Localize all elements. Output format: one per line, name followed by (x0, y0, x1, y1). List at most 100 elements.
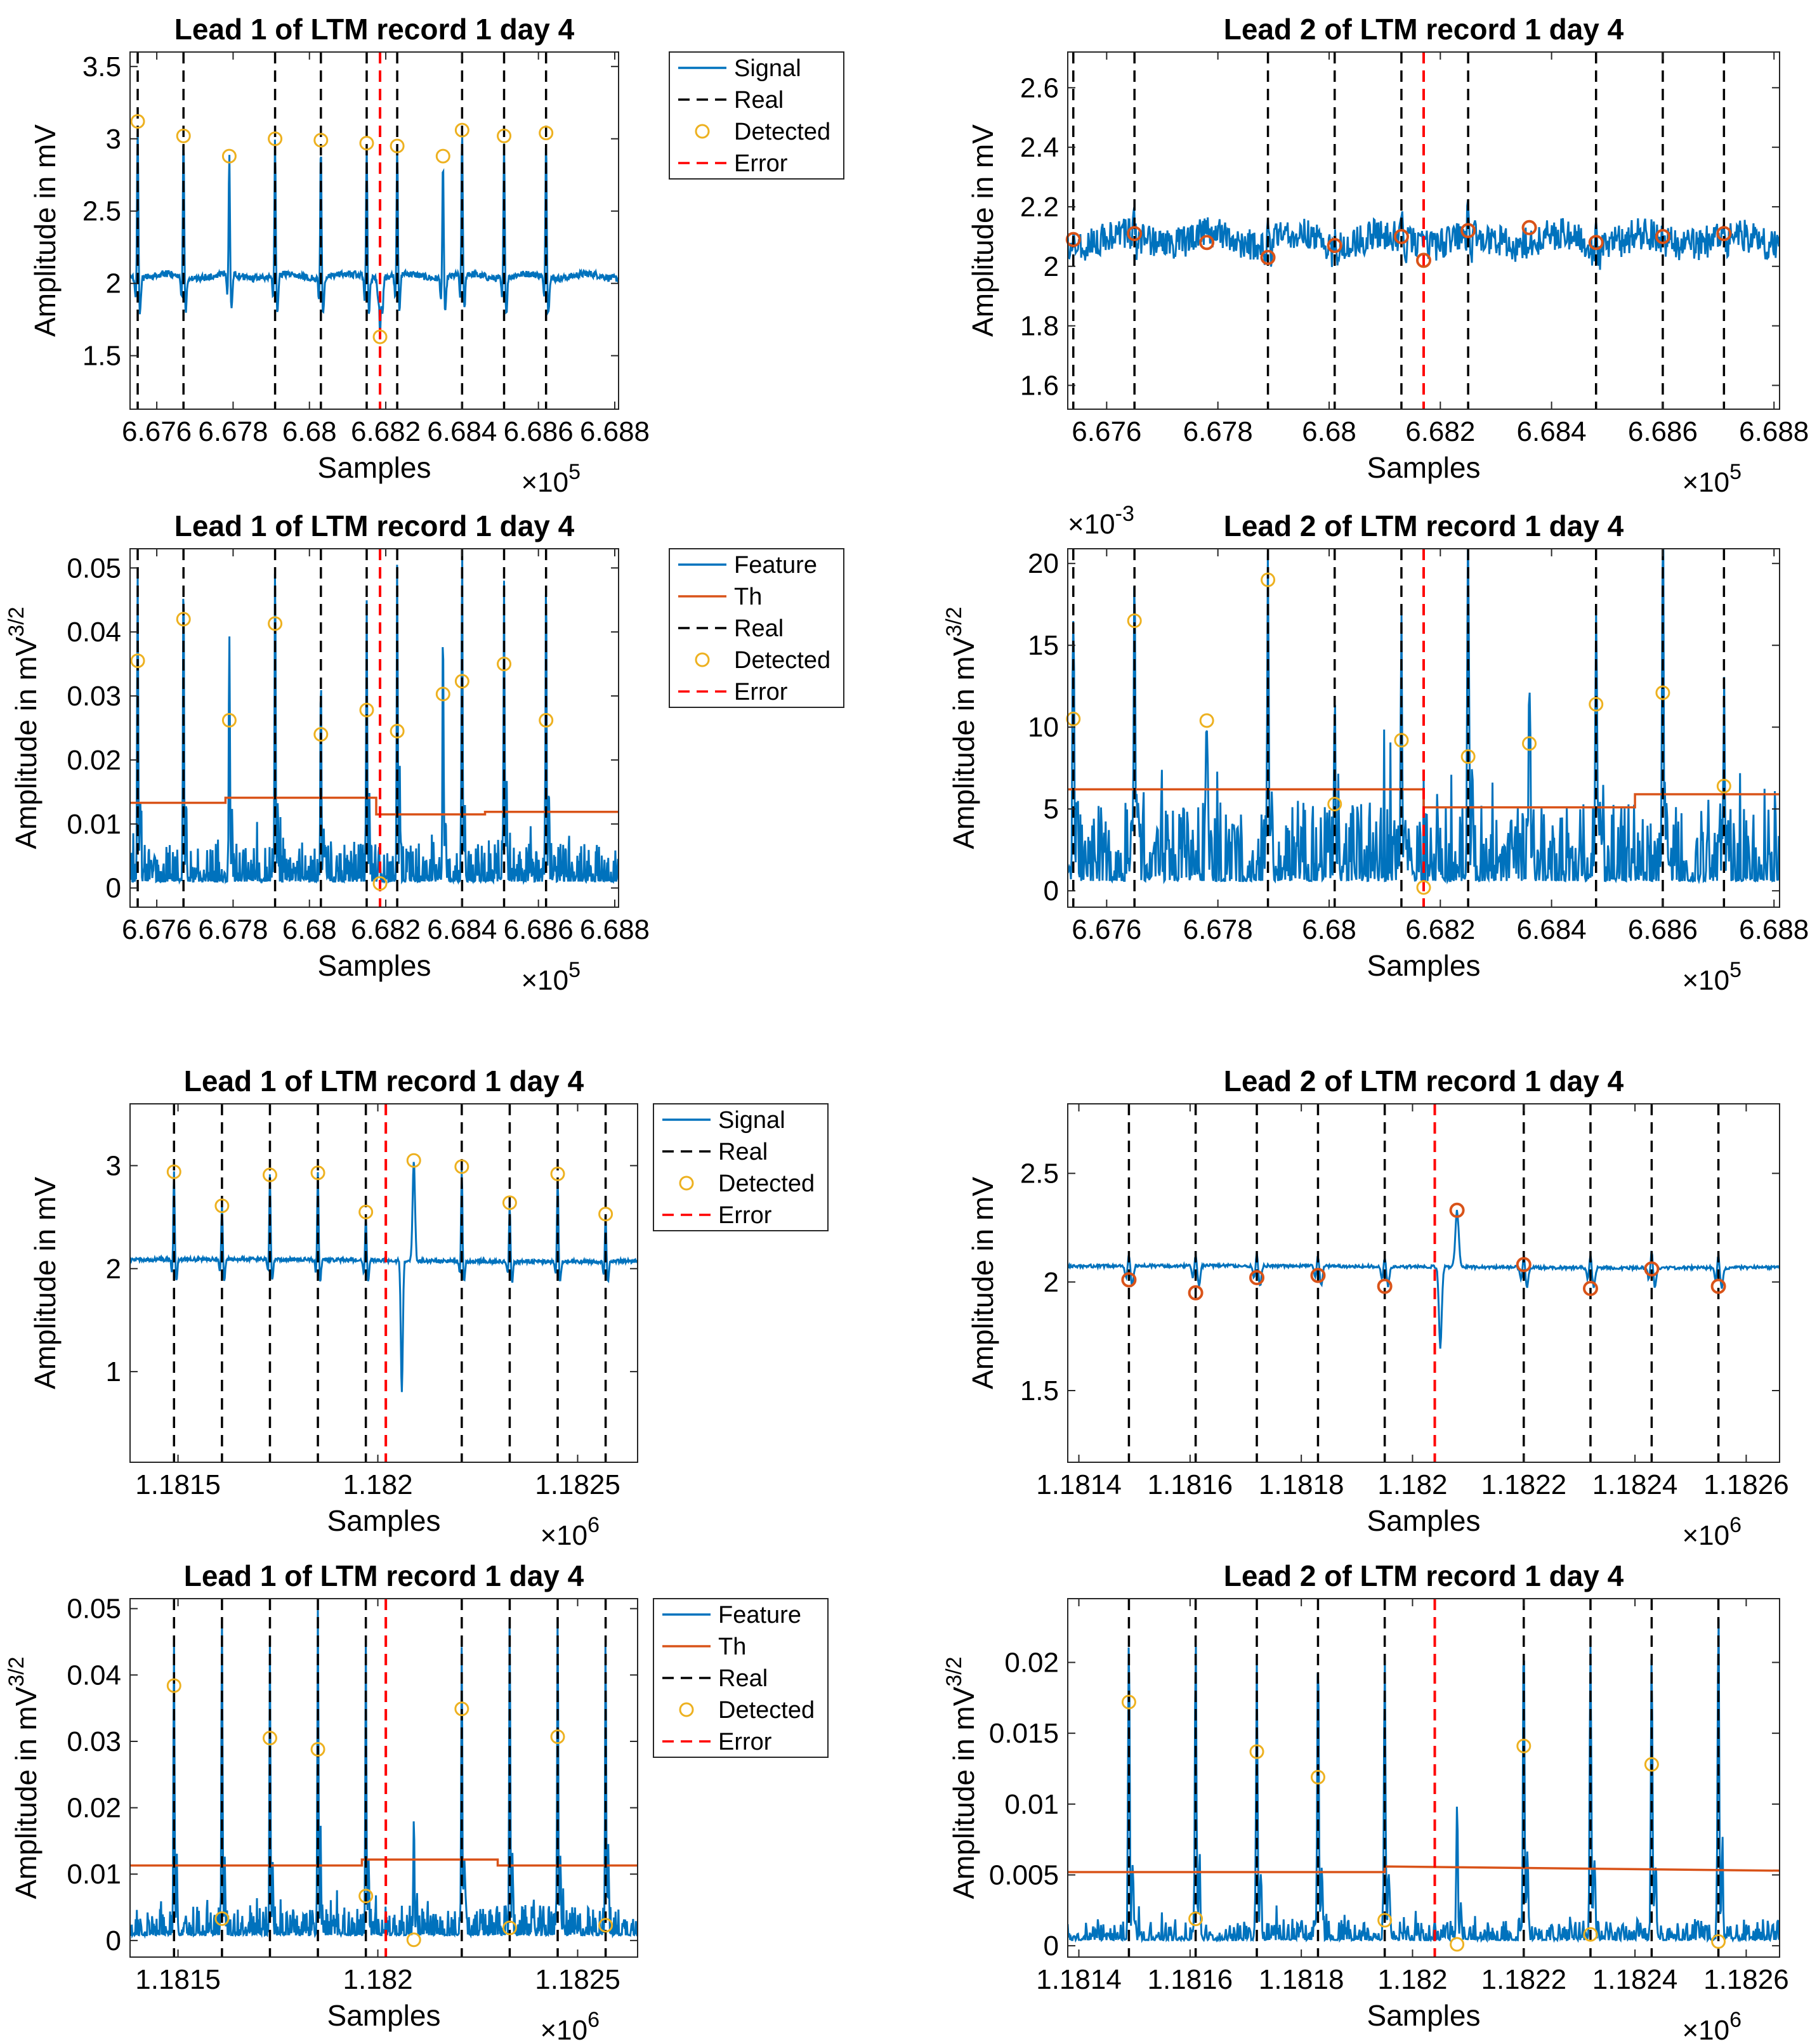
legend-marker-detected (695, 124, 710, 139)
y-axis-label-text: Amplitude in mV (29, 124, 62, 337)
x-exponent-base: ×10 (521, 467, 568, 498)
plot-content (1068, 1599, 1780, 1957)
detected-marker (166, 1678, 181, 1693)
detected-marker (1522, 736, 1537, 751)
x-tick-label: 1.1816 (1148, 1964, 1233, 1995)
detected-marker (268, 131, 283, 147)
y-axis-label: Amplitude in mV (966, 124, 999, 337)
detected-marker (1460, 749, 1476, 764)
legend-marker-detected (679, 1702, 694, 1717)
detected-marker (130, 114, 145, 129)
detected-marker (310, 1742, 325, 1757)
detected-marker (1261, 572, 1276, 587)
x-axis-label: Samples (327, 1999, 441, 2032)
legend-label: Detected (734, 647, 830, 674)
detected-marker (1188, 1911, 1204, 1927)
plot-content (130, 1599, 638, 1957)
series-signal-line (130, 126, 619, 334)
axes-box (129, 51, 619, 410)
y-tick-label: 0.005 (989, 1859, 1059, 1890)
x-exponent-base: ×10 (540, 2015, 587, 2044)
y-tick-label: 0.05 (67, 553, 121, 584)
x-exponent: ×106 (540, 2008, 600, 2044)
x-tick-label: 6.68 (282, 914, 337, 945)
y-axis-label-text: Amplitude in mV (966, 124, 999, 337)
x-exponent: ×105 (521, 958, 581, 996)
chart-p5: 1.1815 1.182 1.1825 1 2 3 Lead 1 of LTM record… (29, 1065, 829, 1551)
x-tick-label: 6.688 (580, 914, 650, 945)
axes-box (1067, 1598, 1780, 1958)
x-exponent-base: ×10 (1682, 1520, 1729, 1551)
detected-marker (1644, 1757, 1659, 1772)
detected-marker (310, 1165, 325, 1181)
y-tick-label: 1.5 (1020, 1375, 1059, 1406)
detected-marker (262, 1167, 277, 1183)
chart-title: Lead 2 of LTM record 1 day 4 (1224, 1065, 1624, 1097)
legend-label: Error (734, 150, 788, 177)
x-tick-label: 1.1822 (1481, 1469, 1566, 1500)
axes-box (129, 1598, 638, 1958)
y-tick-label: 0 (1044, 875, 1059, 907)
detected-marker (1310, 1268, 1326, 1283)
x-tick-label: 1.182 (1377, 1469, 1447, 1500)
x-axis-label: Samples (1367, 1999, 1481, 2032)
x-axis-label: Samples (318, 949, 431, 982)
x-exponent: ×105 (521, 460, 581, 498)
y-axis-label-superscript: 3/2 (4, 1656, 29, 1686)
x-tick-label: 1.1826 (1703, 1469, 1789, 1500)
series-threshold-line (1068, 1865, 1780, 1873)
x-tick-label: 6.676 (1072, 914, 1141, 945)
x-exponent-base: ×10 (1682, 965, 1729, 996)
y-axis-label: Amplitude in mV3/2 (942, 606, 980, 849)
x-tick-label: 6.688 (580, 416, 650, 447)
y-axis-label: Amplitude in mV3/2 (942, 1656, 980, 1899)
legend-label: Detected (718, 1697, 815, 1724)
y-tick-label: 0.02 (67, 1793, 121, 1824)
detected-marker (454, 1701, 469, 1717)
x-tick-label: 6.682 (351, 416, 421, 447)
detected-marker (358, 1889, 374, 1904)
x-tick-label: 6.684 (427, 914, 497, 945)
detected-marker (1249, 1269, 1265, 1285)
legend-label: Error (718, 1202, 772, 1229)
y-tick-label: 0.01 (67, 1859, 121, 1890)
y-axis-label: Amplitude in mV (966, 1177, 999, 1389)
detected-marker (406, 1153, 421, 1168)
detected-marker (502, 1195, 517, 1210)
y-tick-label: 0.05 (67, 1594, 121, 1625)
x-tick-label: 6.686 (504, 416, 574, 447)
x-tick-label: 6.678 (1183, 416, 1253, 447)
detected-marker (1449, 1202, 1465, 1218)
detected-marker (1310, 1769, 1325, 1785)
plot-area (130, 52, 619, 409)
y-tick-label: 20 (1028, 548, 1059, 579)
legend-label: Real (718, 1139, 768, 1165)
detected-marker (358, 1204, 374, 1219)
detected-marker (166, 1164, 181, 1179)
chart-p8: 1.1814 1.1816 1.1818 1.182 1.1822 1.1824 1.182… (942, 1559, 1789, 2044)
legend-label: Th (734, 584, 762, 610)
detected-marker (390, 138, 405, 154)
y-axis-label-text: Amplitude in mV (10, 636, 43, 849)
y-tick-label: 0 (106, 873, 121, 904)
chart-p7: 1.1815 1.182 1.1825 0 0.01 0.02 0.03 0.04 0.05 Le… (4, 1559, 829, 2044)
x-exponent-power: 6 (587, 1513, 600, 1537)
y-tick-label: 0.015 (989, 1718, 1059, 1749)
axes-box (1067, 1103, 1780, 1463)
detected-marker (454, 122, 469, 138)
axes-box (1067, 51, 1780, 410)
detected-marker (1327, 796, 1342, 811)
plot-area (1068, 1599, 1780, 1957)
detected-marker (1588, 235, 1604, 251)
legend-label: Th (718, 1634, 746, 1660)
x-tick-label: 1.182 (1377, 1964, 1447, 1995)
y-tick-label: 10 (1028, 712, 1059, 743)
x-tick-label: 1.1825 (535, 1469, 620, 1500)
y-tick-label: 2.2 (1020, 192, 1059, 223)
y-axis-label-superscript: 3/2 (4, 606, 29, 636)
y-axis-label-superscript: 3/2 (942, 606, 966, 636)
detected-marker (539, 126, 554, 141)
y-tick-label: 3 (106, 124, 121, 155)
chart-title: Lead 1 of LTM record 1 day 4 (184, 1559, 584, 1592)
detected-marker (1655, 685, 1670, 700)
